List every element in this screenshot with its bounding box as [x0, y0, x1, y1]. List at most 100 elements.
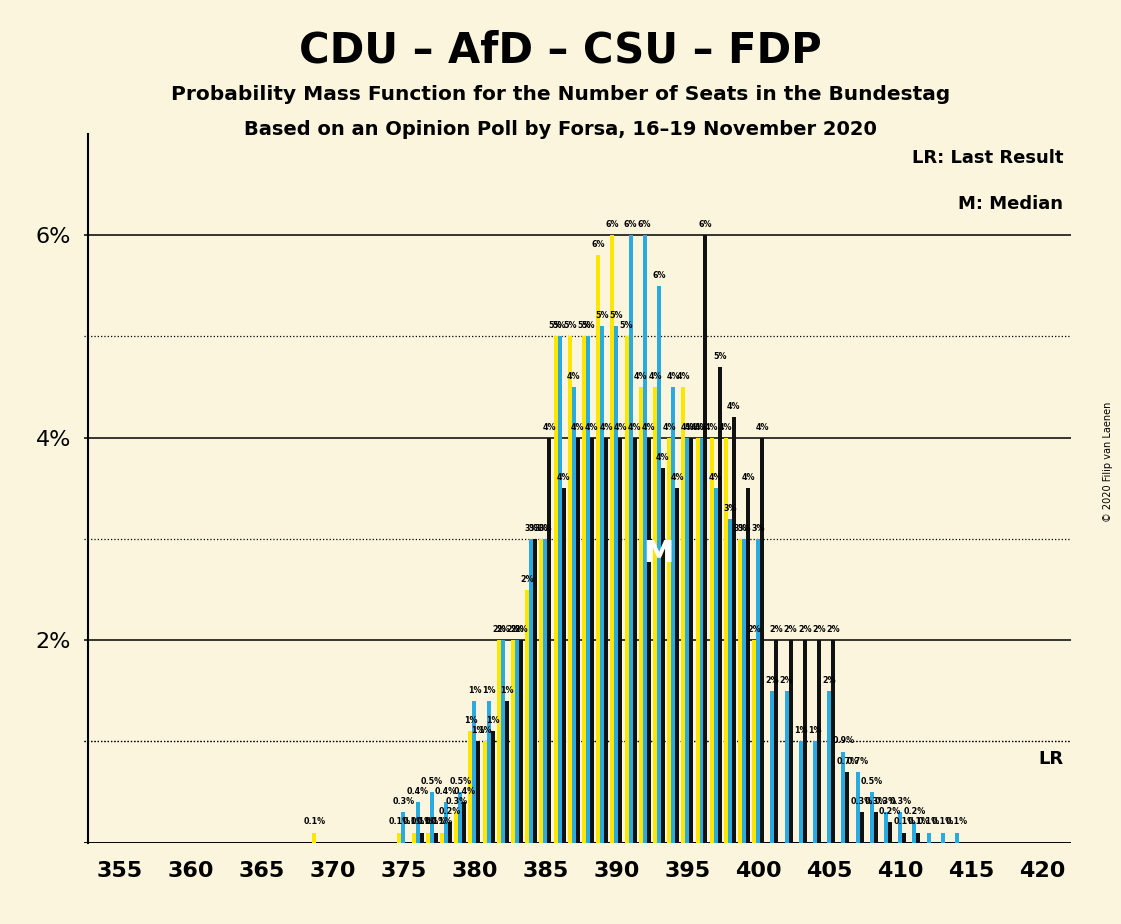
Text: 5%: 5%: [563, 322, 576, 331]
Bar: [586, 336, 590, 843]
Text: 0.9%: 0.9%: [833, 736, 854, 746]
Bar: [554, 336, 557, 843]
Bar: [799, 741, 803, 843]
Text: 1%: 1%: [485, 716, 499, 725]
Text: 0.7%: 0.7%: [836, 757, 859, 766]
Text: 4%: 4%: [756, 422, 769, 432]
Text: CDU – AfD – CSU – FDP: CDU – AfD – CSU – FDP: [299, 30, 822, 71]
Bar: [860, 812, 863, 843]
Bar: [515, 640, 519, 843]
Text: 0.3%: 0.3%: [445, 797, 467, 807]
Bar: [444, 802, 448, 843]
Bar: [747, 489, 750, 843]
Bar: [462, 802, 466, 843]
Bar: [902, 833, 906, 843]
Text: 5%: 5%: [620, 322, 633, 331]
Bar: [454, 812, 458, 843]
Bar: [842, 751, 845, 843]
Bar: [557, 336, 562, 843]
Text: 0.5%: 0.5%: [450, 777, 471, 786]
Text: 3%: 3%: [723, 504, 736, 513]
Text: 0.3%: 0.3%: [851, 797, 872, 807]
Bar: [700, 438, 704, 843]
Text: 4%: 4%: [628, 422, 641, 432]
Text: 5%: 5%: [553, 322, 566, 331]
Text: 0.1%: 0.1%: [417, 818, 439, 826]
Bar: [685, 438, 689, 843]
Bar: [752, 640, 757, 843]
Bar: [760, 438, 765, 843]
Bar: [652, 387, 657, 843]
Text: 0.1%: 0.1%: [304, 818, 325, 826]
Bar: [544, 539, 547, 843]
Bar: [411, 833, 416, 843]
Bar: [562, 489, 565, 843]
Bar: [671, 387, 675, 843]
Text: 0.1%: 0.1%: [402, 818, 425, 826]
Bar: [576, 438, 580, 843]
Bar: [870, 792, 874, 843]
Text: 0.1%: 0.1%: [893, 818, 915, 826]
Bar: [568, 336, 572, 843]
Text: 4%: 4%: [741, 473, 754, 482]
Text: 0.3%: 0.3%: [864, 797, 887, 807]
Text: 0.1%: 0.1%: [946, 818, 969, 826]
Bar: [714, 489, 717, 843]
Bar: [611, 236, 614, 843]
Bar: [401, 812, 406, 843]
Bar: [596, 255, 600, 843]
Text: 4%: 4%: [705, 422, 719, 432]
Text: 0.1%: 0.1%: [425, 818, 447, 826]
Text: 0.4%: 0.4%: [407, 787, 428, 796]
Text: 4%: 4%: [666, 372, 679, 381]
Text: 0.4%: 0.4%: [435, 787, 457, 796]
Text: 2%: 2%: [798, 626, 812, 634]
Text: 5%: 5%: [595, 311, 609, 321]
Bar: [398, 833, 401, 843]
Bar: [898, 812, 902, 843]
Text: 1%: 1%: [464, 716, 478, 725]
Text: 4%: 4%: [634, 372, 648, 381]
Text: 4%: 4%: [720, 422, 733, 432]
Text: 5%: 5%: [713, 352, 726, 360]
Bar: [619, 438, 622, 843]
Text: 5%: 5%: [610, 311, 623, 321]
Bar: [539, 539, 544, 843]
Bar: [738, 539, 742, 843]
Bar: [661, 468, 665, 843]
Text: 4%: 4%: [585, 422, 599, 432]
Text: 3%: 3%: [538, 524, 553, 533]
Bar: [476, 741, 481, 843]
Bar: [827, 691, 832, 843]
Text: 4%: 4%: [695, 422, 708, 432]
Bar: [657, 286, 661, 843]
Text: 0.5%: 0.5%: [861, 777, 883, 786]
Text: 1%: 1%: [467, 686, 481, 695]
Bar: [874, 812, 878, 843]
Bar: [441, 833, 444, 843]
Text: 2%: 2%: [823, 675, 836, 685]
Text: 1%: 1%: [478, 726, 491, 736]
Bar: [757, 539, 760, 843]
Text: 4%: 4%: [567, 372, 581, 381]
Text: 0.7%: 0.7%: [846, 757, 869, 766]
Bar: [813, 741, 817, 843]
Text: 0.4%: 0.4%: [453, 787, 475, 796]
Bar: [487, 701, 491, 843]
Bar: [724, 438, 728, 843]
Text: 4%: 4%: [656, 453, 669, 462]
Text: 3%: 3%: [525, 524, 538, 533]
Text: 1%: 1%: [472, 726, 485, 736]
Bar: [916, 833, 920, 843]
Bar: [732, 418, 735, 843]
Text: 1%: 1%: [482, 686, 495, 695]
Bar: [941, 833, 945, 843]
Bar: [434, 833, 438, 843]
Text: 0.3%: 0.3%: [889, 797, 911, 807]
Bar: [704, 236, 707, 843]
Bar: [534, 539, 537, 843]
Text: Based on an Opinion Poll by Forsa, 16–19 November 2020: Based on an Opinion Poll by Forsa, 16–19…: [244, 120, 877, 140]
Text: 6%: 6%: [623, 220, 638, 229]
Bar: [624, 336, 629, 843]
Bar: [927, 833, 930, 843]
